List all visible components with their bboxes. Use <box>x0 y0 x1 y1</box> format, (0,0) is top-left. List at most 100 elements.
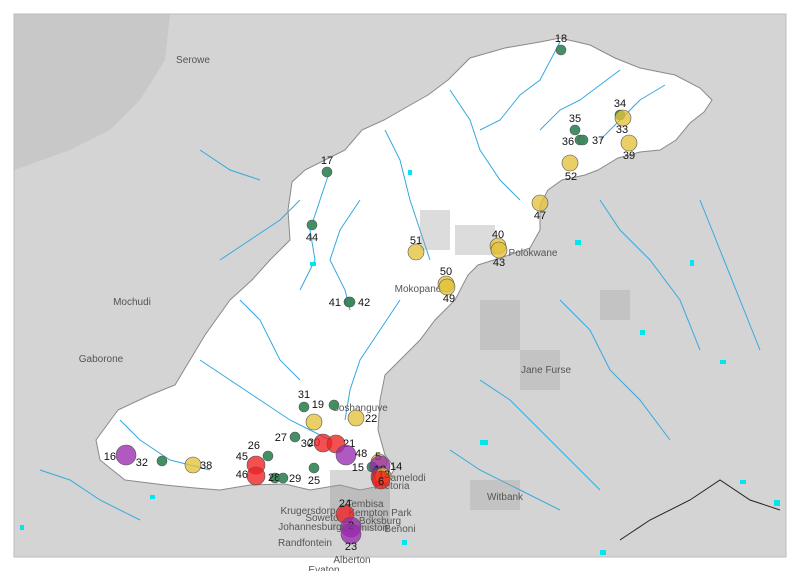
site-label: 49 <box>443 293 455 305</box>
site-35[interactable]: 35 <box>569 113 581 136</box>
site-19[interactable]: 19 <box>312 399 340 411</box>
place-label-pretoria: Pretoria <box>374 481 409 492</box>
site-42[interactable]: 42 <box>344 296 370 309</box>
site-49[interactable]: 49 <box>438 278 456 305</box>
site-marker-green[interactable] <box>577 134 589 146</box>
site-33[interactable]: 33 <box>614 109 632 136</box>
site-label: 40 <box>492 229 504 241</box>
site-label: 29 <box>289 473 301 485</box>
site-38[interactable]: 38 <box>184 456 212 474</box>
site-marker-green[interactable] <box>306 219 318 231</box>
site-27[interactable]: 27 <box>275 431 301 444</box>
site-label: 24 <box>339 498 351 510</box>
site-label: 17 <box>321 155 333 167</box>
site-marker-green[interactable] <box>298 401 310 413</box>
site-label: 31 <box>298 389 310 401</box>
site-marker-red[interactable] <box>246 466 266 486</box>
water-bodies <box>20 170 780 555</box>
site-marker-green[interactable] <box>328 399 340 411</box>
site-label: 45 <box>236 451 248 463</box>
site-22[interactable]: 22 <box>347 409 377 427</box>
site-label: 50 <box>440 266 452 278</box>
site-marker-yellow[interactable] <box>531 194 549 212</box>
site-label: 34 <box>614 98 626 110</box>
place-label-mokopane: Mokopane <box>395 284 442 295</box>
site-marker-purple[interactable] <box>115 444 137 466</box>
place-label-johannesburg: Johannesburg <box>278 522 341 533</box>
site-29[interactable]: 29 <box>277 472 301 485</box>
site-6[interactable]: 6 <box>371 470 391 490</box>
site-label: 39 <box>623 150 635 162</box>
site-16[interactable]: 16 <box>104 444 137 466</box>
site-23[interactable]: 23 <box>340 523 362 553</box>
site-label: 48 <box>355 448 367 460</box>
site-51[interactable]: 51 <box>407 235 425 261</box>
site-37[interactable]: 37 <box>577 134 604 147</box>
site-label: 33 <box>616 124 628 136</box>
site-46[interactable]: 46 <box>236 466 266 486</box>
site-marker-green[interactable] <box>262 450 274 462</box>
site-marker-yellow[interactable] <box>305 413 323 431</box>
site-39[interactable]: 39 <box>620 134 638 162</box>
place-labels: Serowe Mochudi Gaborone Mokopane Polokwane Ja… <box>79 55 572 571</box>
place-label-mamelodi: Mamelodi <box>382 473 425 484</box>
site-25[interactable]: 25 <box>308 462 320 487</box>
site-marker-yellow[interactable] <box>614 109 632 127</box>
site-label: 36 <box>562 136 574 148</box>
place-label-soweto: Soweto <box>305 513 339 524</box>
site-label: 19 <box>312 399 324 411</box>
site-label: 46 <box>236 469 248 481</box>
site-marker-yellow[interactable] <box>490 241 508 259</box>
site-marker-green[interactable] <box>289 431 301 443</box>
site-marker-yellow[interactable] <box>438 278 456 296</box>
site-label: 44 <box>306 232 318 244</box>
site-17[interactable]: 17 <box>321 155 333 178</box>
place-label-germiston: Germiston <box>342 523 388 534</box>
site-44[interactable]: 44 <box>306 219 318 244</box>
place-label-soshanguve: Soshanguve <box>332 403 388 414</box>
place-label-mochudi: Mochudi <box>113 297 151 308</box>
site-marker-green[interactable] <box>308 462 320 474</box>
river-network <box>39 41 761 521</box>
site-label: 32 <box>136 457 148 469</box>
site-marker-green[interactable] <box>569 124 581 136</box>
site-marker-yellow[interactable] <box>184 456 202 474</box>
site-32[interactable]: 32 <box>136 455 168 469</box>
site-marker-green[interactable] <box>321 166 333 178</box>
place-label-kempton: Kempton Park <box>348 508 412 519</box>
site-43[interactable]: 43 <box>490 241 508 269</box>
site-48[interactable]: 48 <box>335 444 367 466</box>
site-label: 26 <box>248 440 260 452</box>
site-52[interactable]: 52 <box>561 154 579 183</box>
site-marker-red[interactable] <box>371 470 391 490</box>
site-label: 37 <box>592 135 604 147</box>
site-label: 51 <box>410 235 422 247</box>
site-18[interactable]: 18 <box>555 33 567 56</box>
site-marker-green[interactable] <box>156 455 168 467</box>
site-label: 15 <box>352 462 364 474</box>
site-47[interactable]: 47 <box>531 194 549 222</box>
site-31[interactable]: 31 <box>298 389 310 413</box>
site-label: 35 <box>569 113 581 125</box>
site-label: 18 <box>555 33 567 45</box>
site-26[interactable]: 26 <box>248 440 274 462</box>
site-marker-green[interactable] <box>555 44 567 56</box>
site-marker-purple[interactable] <box>340 523 362 545</box>
site-label: 16 <box>104 451 116 463</box>
site-marker-yellow[interactable] <box>561 154 579 172</box>
site-marker-yellow[interactable] <box>620 134 638 152</box>
site-label: 42 <box>358 297 370 309</box>
place-label-boksburg: Boksburg <box>359 516 401 527</box>
site-marker-green[interactable] <box>344 296 356 308</box>
site-marker-green[interactable] <box>277 472 289 484</box>
place-label-gaborone: Gaborone <box>79 354 124 365</box>
site-marker-yellow[interactable] <box>347 409 365 427</box>
site-marker-purple[interactable] <box>335 444 357 466</box>
site-marker-yellow[interactable] <box>407 243 425 261</box>
site-28[interactable]: 28 <box>268 472 281 484</box>
site-label: 22 <box>365 413 377 425</box>
sites[interactable]: 18 34 33 35 36 37 39 52 17 47 44 40 43 51 50 49 41 42 3119… <box>104 33 638 553</box>
site-label: 27 <box>275 432 287 444</box>
